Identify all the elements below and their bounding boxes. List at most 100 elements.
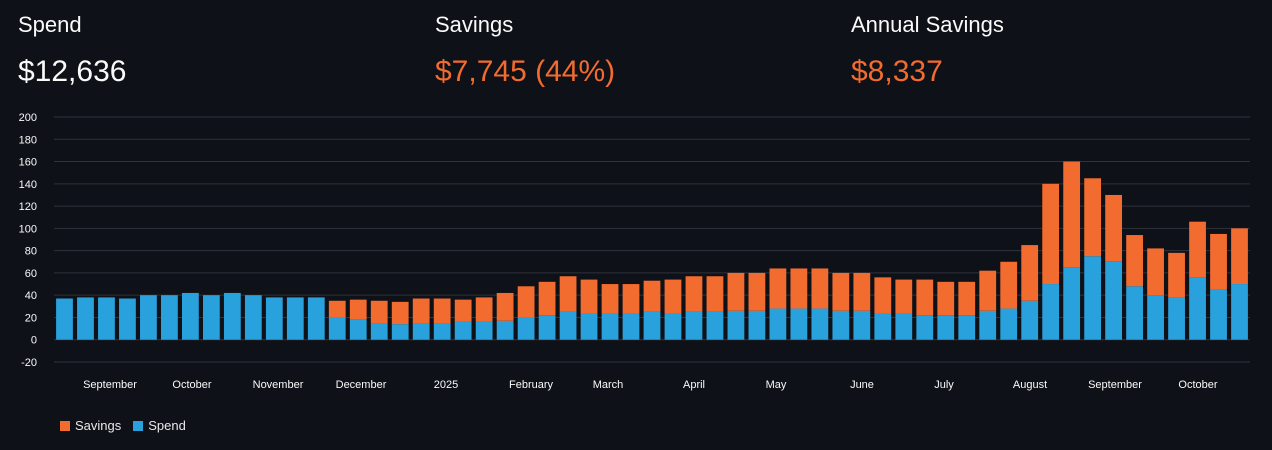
bar-savings: [1210, 233, 1227, 290]
bar-savings: [454, 299, 472, 322]
x-tick-label: 2025: [434, 379, 458, 391]
bar-spend: [664, 313, 682, 340]
bar-spend: [433, 323, 451, 340]
bar-spend: [706, 311, 724, 340]
bar-spend: [874, 313, 892, 340]
bar-savings: [685, 276, 703, 312]
chart-legend: Savings Spend: [60, 418, 186, 433]
x-tick-label: August: [1013, 379, 1047, 391]
bar-savings: [1231, 228, 1248, 285]
bar-savings: [328, 300, 346, 318]
bar-spend: [811, 308, 829, 340]
bar-spend: [307, 297, 325, 340]
bar-savings: [1084, 178, 1102, 257]
bar-spend: [223, 292, 241, 340]
bar-savings: [433, 298, 451, 324]
bar-spend: [1000, 308, 1018, 340]
bar-spend: [328, 317, 346, 340]
bar-spend: [559, 311, 577, 340]
bar-savings: [811, 268, 829, 309]
bar-spend: [601, 313, 619, 340]
x-tick-label: October: [1178, 379, 1217, 391]
bar-spend: [496, 320, 514, 340]
bar-savings: [538, 281, 556, 316]
bar-spend: [1147, 295, 1164, 340]
bar-spend: [1126, 286, 1143, 340]
bar-savings: [832, 272, 850, 311]
bar-savings: [391, 301, 409, 325]
bar-savings: [643, 280, 661, 312]
bar-spend: [181, 292, 199, 340]
bar-spend: [832, 310, 850, 340]
x-tick-label: April: [683, 379, 705, 391]
bar-savings: [412, 298, 430, 324]
bar-spend: [370, 323, 388, 340]
y-tick-label: 200: [19, 112, 37, 124]
legend-item-spend[interactable]: Spend: [133, 418, 186, 433]
savings-metric-label: Savings: [435, 12, 514, 37]
y-tick-label: 160: [19, 157, 37, 169]
bar-spend: [748, 310, 766, 340]
bar-spend: [391, 324, 409, 340]
bar-spend: [1189, 277, 1206, 340]
bar-spend: [1231, 284, 1248, 340]
bar-savings: [496, 292, 514, 321]
x-tick-label: November: [253, 379, 304, 391]
bar-spend: [1063, 267, 1081, 340]
bar-spend: [853, 310, 871, 340]
bar-spend: [622, 313, 640, 340]
bar-spend: [140, 295, 157, 340]
bar-savings: [559, 276, 577, 312]
bar-savings: [1168, 252, 1185, 298]
bar-savings: [769, 268, 787, 309]
bar-spend: [286, 297, 304, 340]
y-tick-label: -20: [21, 357, 37, 369]
y-tick-label: 80: [25, 246, 37, 258]
legend-label-savings: Savings: [75, 418, 122, 433]
bar-savings: [517, 286, 535, 318]
y-tick-label: 0: [31, 335, 37, 347]
bar-spend: [643, 311, 661, 340]
bar-spend: [979, 310, 997, 340]
bar-savings: [1189, 221, 1206, 278]
spend-swatch: [133, 420, 144, 431]
legend-item-savings[interactable]: Savings: [60, 418, 121, 433]
x-tick-label: June: [850, 379, 874, 391]
x-tick-label: September: [83, 379, 137, 391]
bar-savings: [1021, 245, 1039, 301]
bar-spend: [475, 321, 493, 340]
x-tick-label: May: [766, 379, 787, 391]
bar-spend: [454, 321, 472, 340]
bar-spend: [119, 298, 136, 340]
legend-label-spend: Spend: [148, 418, 186, 433]
savings-metric: Savings $7,745 (44%): [435, 12, 615, 90]
bar-savings: [622, 284, 640, 313]
annual-savings-metric: Annual Savings $8,337: [851, 12, 1004, 90]
bar-savings: [475, 297, 493, 322]
bar-spend: [56, 298, 73, 340]
y-tick-label: 140: [19, 179, 37, 191]
bar-spend: [412, 323, 430, 340]
bar-spend: [98, 297, 115, 340]
bar-savings: [874, 277, 892, 313]
bar-spend: [769, 308, 787, 340]
bar-savings: [349, 299, 367, 320]
bar-savings: [1126, 235, 1143, 287]
bar-spend: [937, 315, 955, 340]
bar-savings: [1000, 261, 1018, 309]
bar-spend: [202, 295, 220, 340]
savings-swatch: [60, 420, 70, 431]
bar-spend: [1168, 297, 1185, 340]
bar-savings: [1063, 161, 1081, 268]
bar-savings: [748, 272, 766, 311]
bar-savings: [895, 279, 913, 313]
bar-savings: [937, 281, 955, 316]
bar-spend: [1105, 261, 1123, 340]
bar-spend: [244, 295, 262, 340]
bar-spend: [895, 313, 913, 340]
bar-savings: [664, 279, 682, 313]
bar-savings: [916, 279, 934, 316]
bar-savings: [979, 270, 997, 311]
bar-spend: [349, 319, 367, 340]
x-tick-label: October: [172, 379, 211, 391]
